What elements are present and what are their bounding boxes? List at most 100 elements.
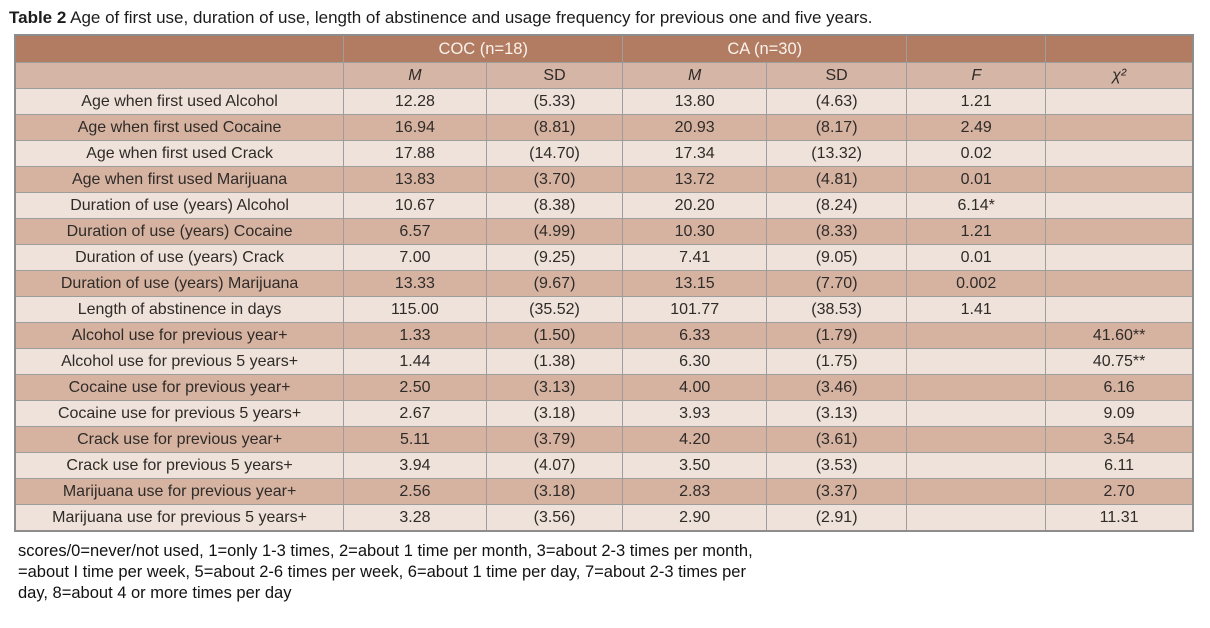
group-header-coc: COC (n=18) <box>343 34 624 63</box>
f-value-cell: 1.41 <box>906 296 1047 323</box>
table-row: Age when first used Crack 17.88 (14.70) 17.… <box>14 140 1194 167</box>
group-header-row: COC (n=18) CA (n=30) <box>14 34 1194 63</box>
ca-mean-cell: 13.72 <box>622 166 768 193</box>
col-header-sd-coc: SD <box>485 62 624 89</box>
group-header-ca: CA (n=30) <box>622 34 908 63</box>
ca-mean-cell: 4.20 <box>622 426 768 453</box>
f-value-cell: 2.49 <box>906 114 1047 141</box>
chi2-value-cell <box>1045 88 1194 115</box>
row-label-cell: Age when first used Alcohol <box>14 88 345 115</box>
table-row: Marijuana use for previous 5 years+ 3.28(… <box>14 504 1194 532</box>
f-value-cell <box>906 374 1047 401</box>
row-label-cell: Duration of use (years) Alcohol <box>14 192 345 219</box>
coc-mean-cell: 17.88 <box>343 140 487 167</box>
coc-sd-cell: (9.25) <box>485 244 624 271</box>
col-header-f: F <box>906 62 1047 89</box>
chi2-value-cell: 3.54 <box>1045 426 1194 453</box>
table-row: Duration of use (years) Marijuana 13.33 (9… <box>14 270 1194 297</box>
row-label-cell: Duration of use (years) Cocaine <box>14 218 345 245</box>
chi2-value-cell <box>1045 114 1194 141</box>
coc-mean-cell: 115.00 <box>343 296 487 323</box>
group-header-empty-label <box>14 34 345 63</box>
ca-sd-cell: (2.91) <box>766 504 908 532</box>
f-value-cell: 0.01 <box>906 166 1047 193</box>
table-row: Cocaine use for previous 5 years+ 2.67 (3.… <box>14 400 1194 427</box>
f-value-cell <box>906 478 1047 505</box>
ca-sd-cell: (3.53) <box>766 452 908 479</box>
group-header-empty-chi2 <box>1045 34 1194 63</box>
ca-mean-cell: 3.50 <box>622 452 768 479</box>
ca-sd-cell: (9.05) <box>766 244 908 271</box>
col-header-chi2: χ² <box>1045 62 1194 89</box>
ca-sd-cell: (4.81) <box>766 166 908 193</box>
row-label-cell: Duration of use (years) Crack <box>14 244 345 271</box>
f-value-cell <box>906 400 1047 427</box>
chi2-value-cell <box>1045 166 1194 193</box>
coc-mean-cell: 13.33 <box>343 270 487 297</box>
ca-mean-cell: 101.77 <box>622 296 768 323</box>
table-row: Age when first used Cocaine 16.94 (8.81) 20… <box>14 114 1194 141</box>
ca-sd-cell: (4.63) <box>766 88 908 115</box>
chi2-value-cell: 9.09 <box>1045 400 1194 427</box>
coc-sd-cell: (5.33) <box>485 88 624 115</box>
coc-mean-cell: 2.56 <box>343 478 487 505</box>
coc-sd-cell: (1.50) <box>485 322 624 349</box>
statistics-table: COC (n=18) CA (n=30) M SD M SD F χ² Age … <box>14 34 1194 532</box>
table-row: Cocaine use for previous year+ 2.50 (3.13)… <box>14 374 1194 401</box>
table-row: Marijuana use for previous year+ 2.56 (3.1… <box>14 478 1194 505</box>
row-label-cell: Alcohol use for previous year+ <box>14 322 345 349</box>
f-value-cell <box>906 322 1047 349</box>
table-row: Crack use for previous 5 years+ 3.94 (4.07… <box>14 452 1194 479</box>
footnote-line-1: scores/0=never/not used, 1=only 1-3 time… <box>18 542 753 560</box>
table-body: Age when first used Alcohol 12.28 (5.33) 13… <box>14 88 1194 532</box>
ca-sd-cell: (8.24) <box>766 192 908 219</box>
f-value-cell: 0.01 <box>906 244 1047 271</box>
chi2-value-cell: 40.75** <box>1045 348 1194 375</box>
ca-mean-cell: 13.80 <box>622 88 768 115</box>
coc-sd-cell: (9.67) <box>485 270 624 297</box>
coc-sd-cell: (35.52) <box>485 296 624 323</box>
table-caption-text: Age of first use, duration of use, lengt… <box>70 8 873 27</box>
ca-mean-cell: 2.90 <box>622 504 768 532</box>
coc-sd-cell: (3.18) <box>485 400 624 427</box>
ca-mean-cell: 6.33 <box>622 322 768 349</box>
chi2-value-cell <box>1045 140 1194 167</box>
row-label-cell: Cocaine use for previous 5 years+ <box>14 400 345 427</box>
table-caption-label: Table 2 <box>9 8 67 27</box>
f-value-cell: 6.14* <box>906 192 1047 219</box>
chi2-value-cell <box>1045 270 1194 297</box>
chi2-value-cell: 2.70 <box>1045 478 1194 505</box>
col-header-m-coc: M <box>343 62 487 89</box>
footnote: scores/0=never/not used, 1=only 1-3 time… <box>18 541 1210 604</box>
coc-sd-cell: (14.70) <box>485 140 624 167</box>
coc-mean-cell: 1.33 <box>343 322 487 349</box>
ca-mean-cell: 10.30 <box>622 218 768 245</box>
chi2-value-cell <box>1045 296 1194 323</box>
col-header-m-ca: M <box>622 62 768 89</box>
ca-sd-cell: (3.61) <box>766 426 908 453</box>
table-row: Age when first used Alcohol 12.28 (5.33) 13… <box>14 88 1194 115</box>
ca-sd-cell: (13.32) <box>766 140 908 167</box>
table-row: Duration of use (years) Cocaine 6.57 (4.99… <box>14 218 1194 245</box>
chi2-value-cell: 6.16 <box>1045 374 1194 401</box>
row-label-cell: Length of abstinence in days <box>14 296 345 323</box>
coc-sd-cell: (1.38) <box>485 348 624 375</box>
coc-sd-cell: (4.07) <box>485 452 624 479</box>
page: Table 2 Age of first use, duration of us… <box>0 7 1210 628</box>
coc-mean-cell: 16.94 <box>343 114 487 141</box>
coc-mean-cell: 10.67 <box>343 192 487 219</box>
f-value-cell <box>906 348 1047 375</box>
coc-mean-cell: 2.67 <box>343 400 487 427</box>
ca-mean-cell: 20.20 <box>622 192 768 219</box>
column-header-row: M SD M SD F χ² <box>14 62 1194 89</box>
col-header-sd-ca: SD <box>766 62 908 89</box>
footnote-line-3: day, 8=about 4 or more times per day <box>18 584 292 602</box>
row-label-cell: Marijuana use for previous year+ <box>14 478 345 505</box>
f-value-cell: 1.21 <box>906 218 1047 245</box>
chi2-value-cell: 11.31 <box>1045 504 1194 532</box>
chi2-value-cell <box>1045 244 1194 271</box>
f-value-cell <box>906 426 1047 453</box>
coc-mean-cell: 3.28 <box>343 504 487 532</box>
ca-mean-cell: 6.30 <box>622 348 768 375</box>
ca-sd-cell: (1.75) <box>766 348 908 375</box>
